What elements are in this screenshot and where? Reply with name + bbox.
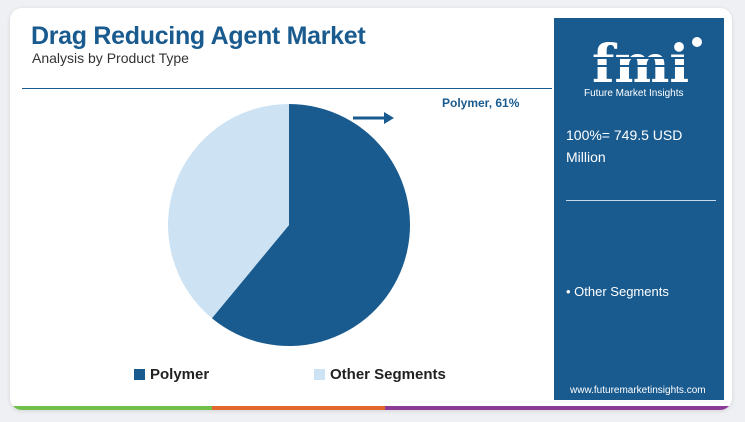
info-sidebar: fmi Future Market Insights 100%= 749.5 U…	[554, 18, 724, 400]
market-total: 100%= 749.5 USD Million	[566, 127, 683, 165]
fmi-logo: fmi	[584, 32, 709, 95]
page-subtitle: Analysis by Product Type	[32, 50, 189, 66]
sidebar-divider	[566, 200, 716, 201]
legend-label: Polymer	[150, 366, 210, 383]
page-title: Drag Reducing Agent Market	[31, 22, 366, 50]
sidebar-item-other-segments: • Other Segments	[566, 284, 669, 299]
arrow-right-icon	[353, 112, 394, 124]
infographic-card: Drag Reducing Agent Market Analysis by P…	[10, 8, 732, 410]
pie-slice-polymer	[211, 104, 410, 346]
logo-caption: Future Market Insights	[584, 88, 684, 99]
svg-text:fmi: fmi	[592, 34, 689, 92]
website-link[interactable]: www.futuremarketinsights.com	[570, 385, 706, 396]
callout-label: Polymer, 61%	[442, 96, 520, 110]
legend-swatch	[314, 369, 325, 380]
bottom-color-bar	[10, 406, 732, 410]
legend-swatch	[134, 369, 145, 380]
legend-item-other-segments: Other Segments	[314, 366, 446, 383]
legend-item-polymer: Polymer	[134, 366, 209, 383]
pie-chart	[167, 103, 410, 346]
legend-label: Other Segments	[330, 366, 446, 383]
title-divider	[22, 88, 552, 89]
pie-slice-other-segments	[167, 103, 289, 319]
